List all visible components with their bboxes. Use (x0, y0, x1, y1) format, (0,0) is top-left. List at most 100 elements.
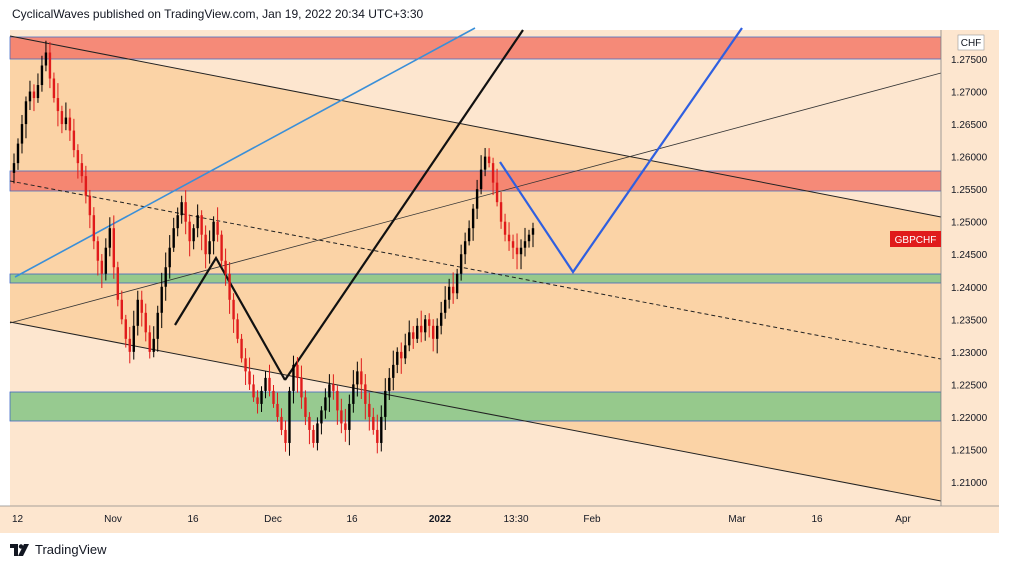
candle-body (292, 364, 295, 391)
candle-body (408, 332, 411, 346)
candle-body (304, 397, 307, 417)
candle-body (116, 267, 119, 300)
candle-body (48, 52, 52, 79)
candle-body (396, 351, 399, 365)
y-tick-label: 1.25000 (951, 218, 988, 229)
candle-body (300, 377, 303, 398)
candle-body (324, 397, 327, 411)
candle-body (483, 156, 487, 170)
candle-body (24, 101, 28, 125)
candle-body (336, 390, 339, 411)
price-chart[interactable]: CHF 1.275001.270001.265001.260001.255001… (0, 0, 1009, 540)
last-price-badge (890, 231, 941, 247)
candle-body (248, 371, 251, 385)
candle-body (92, 215, 96, 242)
candle-body (428, 319, 431, 326)
currency-box (957, 34, 985, 51)
candle-body (376, 429, 379, 443)
x-tick-label: 12 (12, 514, 24, 525)
candle-body (380, 416, 383, 443)
candle-body (60, 111, 64, 125)
supply-zone-upper (9, 36, 942, 60)
candle-body (276, 403, 279, 417)
candle-body (132, 325, 135, 352)
candle-body (284, 429, 287, 443)
candle-body (447, 286, 451, 300)
y-tick-label: 1.22500 (951, 380, 988, 391)
currency-label: CHF (961, 38, 982, 49)
pattern-leg-rise (284, 29, 524, 381)
candle-body (56, 98, 60, 112)
candle-body (392, 364, 395, 378)
blue-trendline (14, 27, 476, 278)
candle-body (404, 345, 407, 359)
y-tick-label: 1.22000 (951, 413, 988, 424)
x-tick-label: Nov (104, 514, 122, 525)
x-tick-label: Feb (583, 514, 601, 525)
candle-body (88, 195, 92, 216)
y-tick-label: 1.27000 (951, 88, 988, 99)
candle-body (515, 247, 519, 255)
x-tick-label: 16 (811, 514, 823, 525)
candle-body (531, 228, 535, 235)
candle-body (16, 143, 20, 164)
candle-body (128, 338, 131, 352)
candle-body (340, 410, 343, 424)
last-price-label: GBPCHF (895, 235, 937, 246)
candle-body (507, 234, 511, 242)
candle-body (120, 299, 123, 320)
candle-body (100, 260, 104, 274)
candle-body (360, 371, 363, 385)
candle-body (84, 176, 88, 196)
x-tick-label: Dec (264, 514, 282, 525)
y-tick-label: 1.21500 (951, 445, 988, 456)
demand-zone-lower (9, 391, 942, 422)
candle-body (479, 169, 483, 190)
candle-body (96, 241, 100, 261)
candle-body (320, 410, 323, 424)
candle-body (424, 319, 427, 333)
candle-body (220, 234, 223, 261)
candle-body (244, 358, 247, 372)
candle-body (487, 156, 491, 164)
candle-body (471, 208, 475, 229)
candle-body (272, 390, 275, 404)
channel-top-line (9, 35, 942, 218)
candle-body (519, 247, 523, 255)
candle-body (455, 273, 459, 294)
y-tick-label: 1.27500 (951, 55, 988, 66)
dashed-midline (9, 180, 942, 360)
candle-body (212, 221, 215, 242)
candle-body (491, 163, 495, 183)
candle-body (280, 416, 283, 430)
candle-body (156, 312, 159, 339)
candle-body (148, 332, 151, 352)
candle-body (28, 91, 32, 102)
candle-body (499, 202, 503, 222)
candle-body (443, 299, 447, 313)
candle-body (523, 241, 527, 248)
footer[interactable]: TradingView (10, 542, 107, 557)
candle-body (184, 202, 187, 222)
candle-body (268, 377, 271, 391)
candle-body (372, 416, 375, 430)
price-axis (941, 30, 999, 506)
y-tick-label: 1.23500 (951, 315, 988, 326)
candle-body (204, 234, 207, 255)
candle-body (463, 241, 467, 255)
x-tick-label: Apr (895, 514, 911, 525)
candle-body (388, 377, 391, 391)
candle-body (352, 384, 355, 404)
candle-body (180, 202, 183, 216)
projection-path (499, 27, 743, 274)
x-tick-label: 16 (346, 514, 358, 525)
candle-body (112, 228, 116, 268)
candle-body (439, 312, 443, 326)
candle-body (348, 403, 351, 430)
candle-body (144, 312, 147, 333)
candle-body (228, 273, 231, 300)
candle-body (412, 332, 415, 339)
candle-body (312, 429, 315, 443)
candle-body (511, 241, 515, 248)
demand-zone-mid (9, 273, 942, 284)
